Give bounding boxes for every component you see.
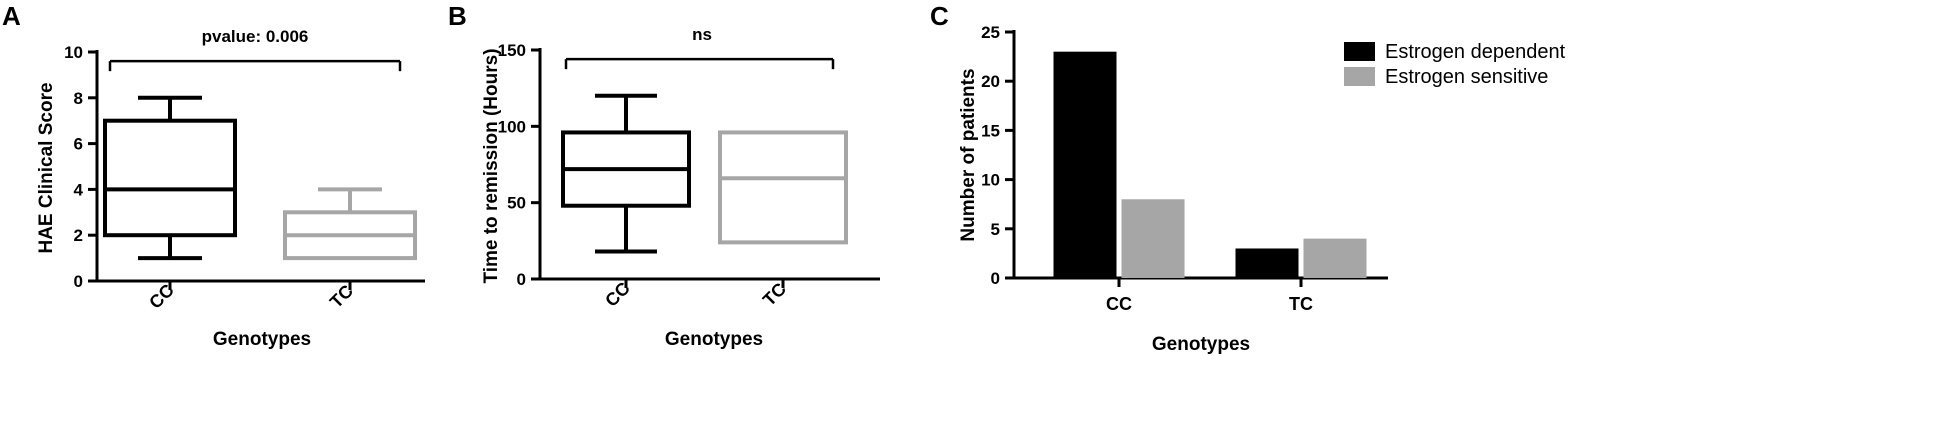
bar-tc-estrogen-sensitive — [1303, 238, 1367, 278]
box-iqr — [103, 118, 237, 238]
panel-a-x-tick-label-tc: TC — [326, 281, 357, 312]
panel-c-legend: Estrogen dependent Estrogen sensitive — [1344, 41, 1566, 88]
panel-c-y-axis-title: Number of patients — [958, 68, 979, 241]
panel-c-y-tick-label: 5 — [991, 220, 1000, 239]
panel-a-y-tick-label: 10 — [64, 43, 83, 62]
panel-c-plot: 0 5 10 15 20 25 CC TC — [981, 23, 1388, 314]
panel-c-x-tick-label-cc: CC — [1106, 294, 1132, 314]
panel-c-y-tick-label: 15 — [981, 121, 1000, 140]
panel-a-x-axis-title: Genotypes — [213, 329, 311, 350]
bar-cc-estrogen-sensitive — [1121, 199, 1185, 278]
panel-a-pvalue-annotation: pvalue: 0.006 — [202, 27, 309, 46]
panel-letter-b: B — [448, 1, 467, 31]
panel-c-y-tick-label: 10 — [981, 171, 1000, 190]
panel-letter-a: A — [2, 1, 21, 31]
panel-a-significance-bracket — [108, 59, 402, 72]
panel-b-plot: 0 50 100 150 CC TC — [498, 41, 880, 311]
panel-b-significance-bracket — [564, 57, 835, 70]
panel-c-y-tick-label: 25 — [981, 23, 1000, 42]
panel-a: A HAE Clinical Score Genotypes pvalue: 0… — [2, 1, 425, 350]
panel-b-y-tick-label: 100 — [498, 117, 526, 136]
panel-a-y-tick-label: 2 — [74, 226, 83, 245]
panel-b-x-axis-title: Genotypes — [665, 329, 763, 350]
panel-c: C Number of patients Genotypes 0 5 10 15 20 2… — [930, 1, 1566, 355]
panel-c-x-axis-title: Genotypes — [1152, 334, 1250, 355]
panel-letter-c: C — [930, 1, 949, 31]
legend-label-estrogen-dependent: Estrogen dependent — [1385, 41, 1566, 63]
bar-tc-estrogen-dependent — [1235, 248, 1299, 278]
panel-b-box-tc — [718, 130, 848, 245]
legend-label-estrogen-sensitive: Estrogen sensitive — [1385, 66, 1548, 88]
panel-a-y-axis-title: HAE Clinical Score — [36, 82, 57, 253]
panel-b-y-axis-title: Time to remission (Hours) — [481, 48, 502, 283]
panel-a-box-cc — [103, 95, 237, 261]
panel-a-y-tick-label: 0 — [74, 272, 83, 291]
panel-b-y-tick-label: 0 — [517, 270, 526, 289]
panel-b-x-tick-label-cc: CC — [601, 278, 634, 311]
panel-a-y-tick-label: 4 — [74, 180, 84, 199]
panel-b-y-tick-label: 150 — [498, 41, 526, 60]
panel-c-y-tick-label: 20 — [981, 72, 1000, 91]
panel-a-y-tick-label: 6 — [74, 135, 83, 154]
panel-b-y-tick-label: 50 — [507, 194, 526, 213]
legend-swatch-estrogen-dependent — [1344, 42, 1375, 61]
panel-c-y-tick-label: 0 — [991, 269, 1000, 288]
panel-b-x-tick-label-tc: TC — [759, 279, 790, 310]
panel-a-y-tick-label: 8 — [74, 89, 83, 108]
legend-swatch-estrogen-sensitive — [1344, 67, 1375, 86]
panel-b-box-cc — [561, 93, 691, 254]
box-iqr — [718, 130, 848, 245]
panel-a-x-tick-label-cc: CC — [145, 280, 178, 313]
panel-b-ns-annotation: ns — [692, 25, 712, 44]
panel-c-x-tick-label-tc: TC — [1289, 294, 1313, 314]
bar-cc-estrogen-dependent — [1053, 51, 1117, 279]
panel-a-plot: 0 2 4 6 8 10 CC TC — [64, 43, 425, 313]
panel-b: B Time to remission (Hours) Genotypes ns… — [448, 1, 880, 350]
panel-a-box-tc — [283, 187, 417, 261]
